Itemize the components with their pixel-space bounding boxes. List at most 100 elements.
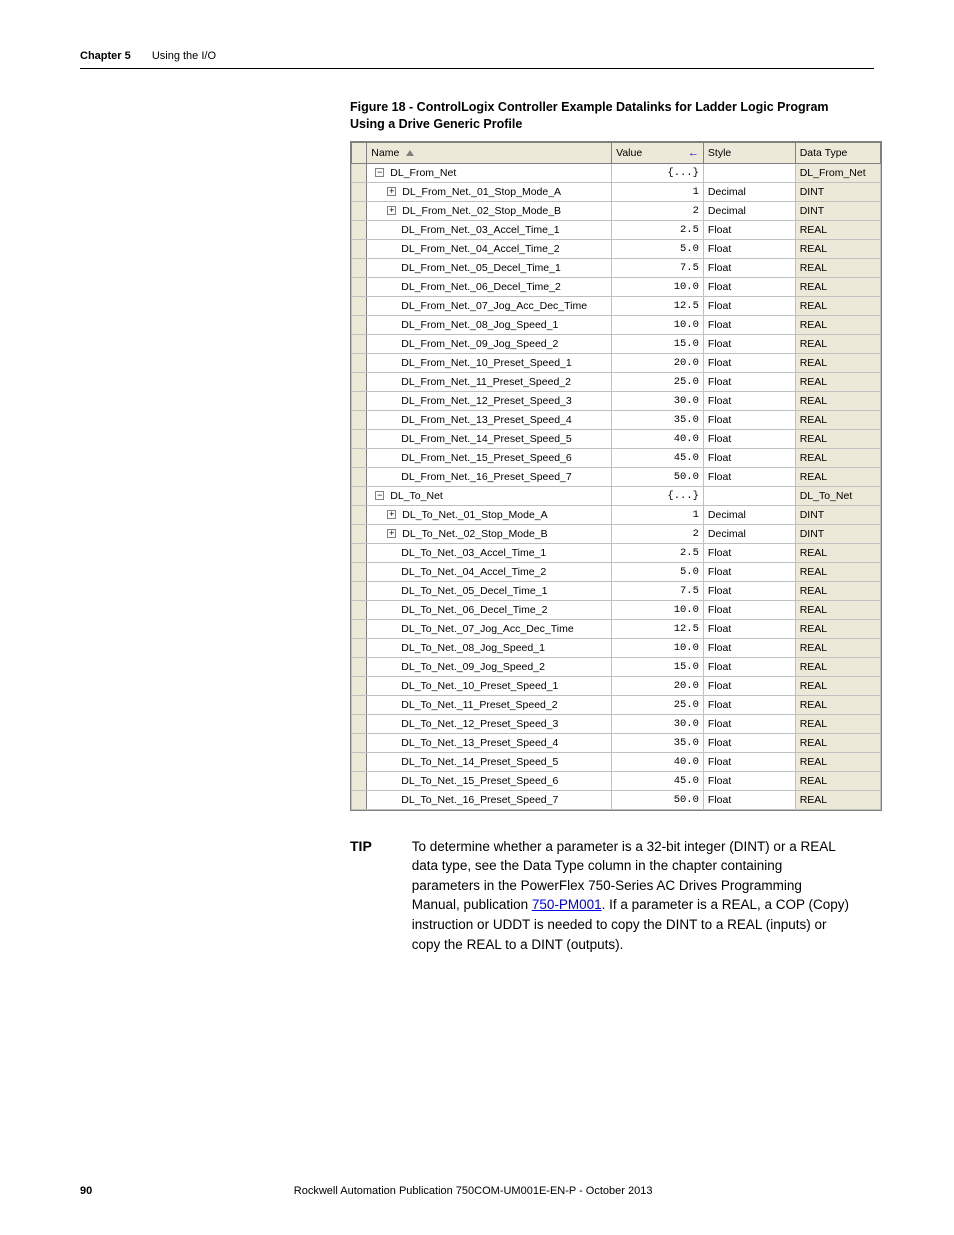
cell-value[interactable]: 2.5 xyxy=(612,220,704,239)
cell-style: Decimal xyxy=(703,201,795,220)
cell-value[interactable]: 40.0 xyxy=(612,429,704,448)
cell-value[interactable]: 50.0 xyxy=(612,467,704,486)
table-row: +DL_From_Net._02_Stop_Mode_B2DecimalDINT xyxy=(352,201,881,220)
header-rule xyxy=(80,68,874,69)
tag-name: DL_To_Net._01_Stop_Mode_A xyxy=(402,509,547,521)
header-datatype[interactable]: Data Type xyxy=(795,142,880,163)
expand-icon[interactable]: + xyxy=(387,510,396,519)
cell-name: DL_To_Net._04_Accel_Time_2 xyxy=(367,562,612,581)
enter-arrow-icon: ← xyxy=(688,147,699,159)
tag-name: DL_To_Net._15_Preset_Speed_6 xyxy=(401,775,558,787)
table-row: −DL_To_Net{...}DL_To_Net xyxy=(352,486,881,505)
header-value-text: Value xyxy=(616,147,642,159)
chapter-label: Chapter 5 xyxy=(80,50,131,62)
cell-value[interactable]: 15.0 xyxy=(612,657,704,676)
publication-info: Rockwell Automation Publication 750COM-U… xyxy=(92,1185,854,1197)
cell-value[interactable]: 20.0 xyxy=(612,676,704,695)
cell-name: DL_To_Net._14_Preset_Speed_5 xyxy=(367,752,612,771)
cell-value[interactable]: 45.0 xyxy=(612,448,704,467)
cell-value[interactable]: 30.0 xyxy=(612,714,704,733)
cell-value[interactable]: 5.0 xyxy=(612,562,704,581)
expand-icon[interactable]: + xyxy=(387,187,396,196)
cell-style: Float xyxy=(703,657,795,676)
cell-value[interactable]: 35.0 xyxy=(612,410,704,429)
header-style[interactable]: Style xyxy=(703,142,795,163)
table-row: DL_To_Net._10_Preset_Speed_120.0FloatREA… xyxy=(352,676,881,695)
header-value[interactable]: Value ← xyxy=(612,142,704,163)
cell-name: DL_From_Net._14_Preset_Speed_5 xyxy=(367,429,612,448)
cell-value[interactable]: 2 xyxy=(612,524,704,543)
tag-name: DL_From_Net._03_Accel_Time_1 xyxy=(401,224,559,236)
cell-value[interactable]: 5.0 xyxy=(612,239,704,258)
cell-datatype: REAL xyxy=(795,410,880,429)
tip-label: TIP xyxy=(350,837,372,854)
page-footer: 90 Rockwell Automation Publication 750CO… xyxy=(80,1185,874,1197)
cell-datatype: REAL xyxy=(795,258,880,277)
cell-value[interactable]: 35.0 xyxy=(612,733,704,752)
row-gutter xyxy=(352,163,367,182)
cell-value[interactable]: {...} xyxy=(612,163,704,182)
tip-link[interactable]: 750-PM001 xyxy=(532,897,602,912)
tag-name: DL_To_Net._05_Decel_Time_1 xyxy=(401,585,547,597)
cell-value[interactable]: 50.0 xyxy=(612,790,704,809)
cell-name: DL_From_Net._16_Preset_Speed_7 xyxy=(367,467,612,486)
cell-datatype: REAL xyxy=(795,391,880,410)
cell-value[interactable]: 1 xyxy=(612,505,704,524)
cell-value[interactable]: 30.0 xyxy=(612,391,704,410)
header-name[interactable]: Name xyxy=(367,142,612,163)
cell-style: Float xyxy=(703,391,795,410)
cell-value[interactable]: 15.0 xyxy=(612,334,704,353)
cell-value[interactable]: 12.5 xyxy=(612,296,704,315)
table-row: +DL_To_Net._01_Stop_Mode_A1DecimalDINT xyxy=(352,505,881,524)
table-row: DL_From_Net._15_Preset_Speed_645.0FloatR… xyxy=(352,448,881,467)
table-row: DL_From_Net._13_Preset_Speed_435.0FloatR… xyxy=(352,410,881,429)
cell-value[interactable]: 7.5 xyxy=(612,581,704,600)
table-row: +DL_From_Net._01_Stop_Mode_A1DecimalDINT xyxy=(352,182,881,201)
cell-value[interactable]: 40.0 xyxy=(612,752,704,771)
cell-style: Float xyxy=(703,410,795,429)
cell-value[interactable]: 25.0 xyxy=(612,372,704,391)
cell-name: DL_To_Net._09_Jog_Speed_2 xyxy=(367,657,612,676)
cell-value[interactable]: 10.0 xyxy=(612,638,704,657)
cell-value[interactable]: 10.0 xyxy=(612,277,704,296)
running-header: Chapter 5 Using the I/O xyxy=(80,50,874,62)
cell-value[interactable]: 25.0 xyxy=(612,695,704,714)
tag-name: DL_From_Net._06_Decel_Time_2 xyxy=(401,281,561,293)
cell-value[interactable]: 2.5 xyxy=(612,543,704,562)
cell-name: DL_To_Net._11_Preset_Speed_2 xyxy=(367,695,612,714)
cell-name: + DL_From_Net._01_Stop_Mode_A xyxy=(367,182,612,201)
table-row: DL_From_Net._05_Decel_Time_17.5FloatREAL xyxy=(352,258,881,277)
table-row: DL_From_Net._04_Accel_Time_25.0FloatREAL xyxy=(352,239,881,258)
expand-icon[interactable]: + xyxy=(387,529,396,538)
cell-style: Float xyxy=(703,372,795,391)
sort-asc-icon xyxy=(406,150,414,156)
cell-style: Float xyxy=(703,581,795,600)
tag-name: DL_From_Net._09_Jog_Speed_2 xyxy=(401,338,558,350)
cell-style: Float xyxy=(703,562,795,581)
cell-value[interactable]: 20.0 xyxy=(612,353,704,372)
cell-value[interactable]: 7.5 xyxy=(612,258,704,277)
cell-style: Float xyxy=(703,638,795,657)
cell-value[interactable]: 2 xyxy=(612,201,704,220)
cell-style: Decimal xyxy=(703,524,795,543)
expand-icon[interactable]: + xyxy=(387,206,396,215)
tip-block: TIP To determine whether a parameter is … xyxy=(350,837,874,954)
cell-value[interactable]: {...} xyxy=(612,486,704,505)
cell-name: DL_To_Net._03_Accel_Time_1 xyxy=(367,543,612,562)
cell-datatype: REAL xyxy=(795,334,880,353)
cell-value[interactable]: 10.0 xyxy=(612,315,704,334)
cell-style: Float xyxy=(703,714,795,733)
tag-name: DL_From_Net._04_Accel_Time_2 xyxy=(401,243,559,255)
cell-value[interactable]: 45.0 xyxy=(612,771,704,790)
page-number: 90 xyxy=(80,1185,92,1197)
collapse-icon[interactable]: − xyxy=(375,491,384,500)
cell-value[interactable]: 10.0 xyxy=(612,600,704,619)
cell-value[interactable]: 1 xyxy=(612,182,704,201)
row-gutter xyxy=(352,220,367,239)
collapse-icon[interactable]: − xyxy=(375,168,384,177)
cell-value[interactable]: 12.5 xyxy=(612,619,704,638)
row-gutter xyxy=(352,619,367,638)
cell-style: Float xyxy=(703,543,795,562)
cell-datatype: REAL xyxy=(795,239,880,258)
tag-name: DL_From_Net._01_Stop_Mode_A xyxy=(402,186,561,198)
